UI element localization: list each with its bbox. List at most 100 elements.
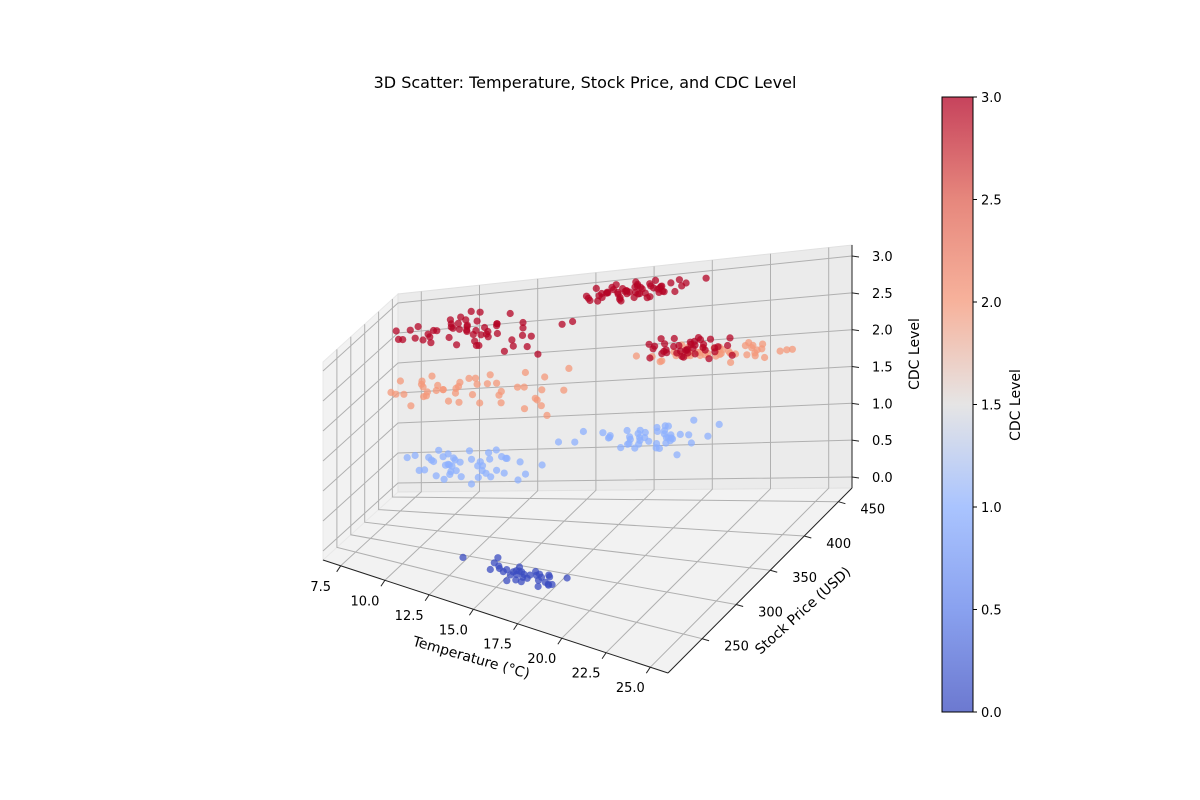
scatter-point (439, 386, 447, 394)
scatter-point (748, 344, 756, 352)
scatter-point (441, 461, 450, 469)
x-tick (645, 666, 651, 674)
scatter-point (448, 462, 456, 470)
scatter-point (776, 347, 784, 355)
x-tick (601, 652, 607, 659)
scatter-point (469, 330, 477, 339)
grid-line-z (322, 439, 853, 522)
scatter-point (724, 341, 732, 350)
scatter-point (512, 576, 520, 584)
colorbar-tick-label: 0.5 (981, 604, 1002, 619)
scatter-point (508, 336, 516, 344)
scatter-point (503, 577, 511, 585)
scatter-point (499, 568, 507, 576)
x-tick (424, 594, 430, 602)
scatter-point (414, 323, 422, 331)
scatter-point (445, 333, 453, 342)
scatter-point (661, 340, 669, 348)
z-tick (851, 255, 860, 258)
scatter-point (655, 444, 664, 452)
x-tick (380, 580, 386, 587)
scatter-point (493, 466, 501, 474)
scatter-point (411, 334, 419, 342)
grid-line-x (384, 285, 480, 581)
scatter-point (631, 444, 639, 452)
scatter-point (691, 350, 699, 358)
scatter-point (474, 473, 482, 481)
scatter-point (690, 416, 698, 424)
scatter-point (428, 372, 436, 380)
scatter-point (477, 331, 485, 339)
scatter-point (673, 451, 681, 459)
scatter-point (565, 364, 573, 372)
scatter-point (492, 446, 500, 454)
z-tick (851, 439, 860, 442)
scatter-point (455, 325, 463, 333)
x-tick (336, 565, 342, 573)
scatter-point (715, 420, 723, 428)
scatter-point (541, 373, 549, 381)
y-tick (701, 638, 710, 642)
scatter-point (506, 309, 514, 318)
scatter-point (646, 354, 654, 362)
scatter-point (667, 279, 675, 287)
scatter-point (543, 411, 551, 419)
colorbar-tick-label: 1.0 (981, 501, 1002, 516)
scatter-point (680, 353, 688, 361)
scatter-point (533, 396, 541, 404)
scatter-point (420, 393, 428, 401)
scatter-point (476, 399, 484, 407)
scatter-point (558, 320, 566, 328)
scatter-point (534, 576, 543, 584)
z-tick (851, 292, 860, 295)
z-axis-label: CDC Level (907, 318, 923, 390)
scatter-point (513, 383, 522, 391)
scatter-point (670, 342, 678, 351)
grid-line-y (364, 324, 771, 571)
grid-line-x (649, 247, 830, 668)
scatter-point (630, 293, 638, 302)
scatter-point (649, 345, 657, 353)
z-tick-label: 0.5 (872, 434, 893, 449)
scatter-point (456, 458, 464, 466)
scatter-point (467, 307, 475, 315)
grid-line-x (605, 253, 771, 654)
scatter-point (506, 571, 514, 579)
scatter-point (407, 402, 415, 410)
scatter-point (656, 358, 664, 366)
scatter-point (467, 480, 476, 488)
scatter-point (514, 476, 522, 484)
scatter-point (520, 383, 528, 391)
y-tick (838, 501, 846, 505)
grid-line-z (322, 255, 853, 372)
scatter-point (465, 447, 474, 455)
x-tick-label: 10.0 (350, 594, 379, 609)
y-tick-label: 400 (826, 537, 851, 552)
scatter-point (439, 453, 447, 461)
scatter-point (706, 335, 715, 343)
x-tick (468, 608, 474, 616)
scatter-point (493, 322, 501, 330)
scatter-point (704, 432, 712, 440)
scatter-point (685, 431, 693, 439)
scatter-point (497, 399, 505, 407)
scatter-point (519, 318, 527, 327)
scatter-point (743, 351, 751, 359)
scatter-point (527, 332, 535, 340)
scatter-point (676, 430, 684, 438)
colorbar-label: CDC Level (1008, 369, 1024, 441)
scatter-point (643, 294, 651, 302)
z-tick-label: 0.0 (872, 471, 893, 486)
scatter-point (651, 276, 660, 284)
scatter-point (523, 343, 531, 351)
scatter-point (653, 427, 662, 435)
y-tick (736, 604, 744, 607)
x-tick-label: 22.5 (572, 667, 601, 682)
scatter-point (457, 473, 465, 481)
colorbar-gradient (941, 96, 974, 713)
scatter-point (563, 574, 571, 582)
scatter-point (487, 473, 495, 481)
scatter-point (432, 386, 440, 395)
scatter-point (500, 469, 508, 477)
